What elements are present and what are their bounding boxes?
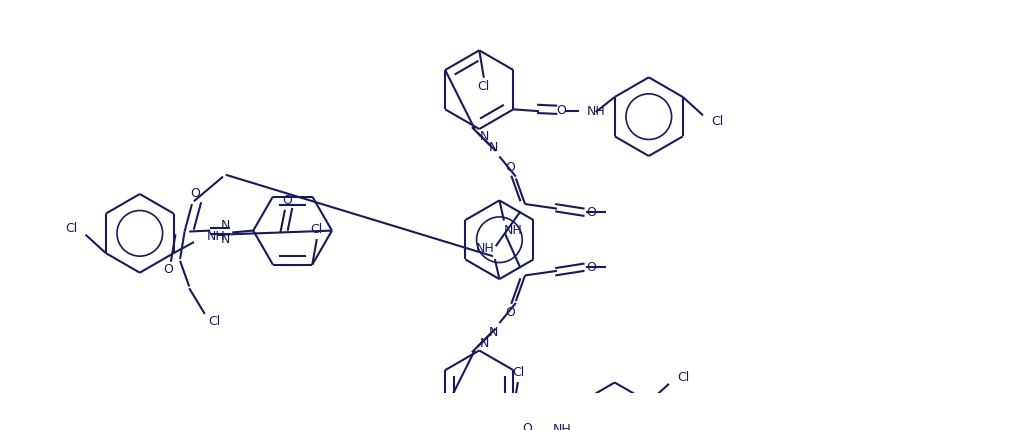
Text: N: N xyxy=(489,141,499,154)
Text: O: O xyxy=(505,161,516,174)
Text: N: N xyxy=(221,233,230,246)
Text: N: N xyxy=(489,326,499,339)
Text: NH: NH xyxy=(475,243,494,255)
Text: N: N xyxy=(221,218,230,232)
Text: NH: NH xyxy=(553,423,571,430)
Text: NH: NH xyxy=(207,230,225,243)
Text: NH: NH xyxy=(587,104,605,118)
Text: O: O xyxy=(522,422,532,430)
Text: Cl: Cl xyxy=(677,371,689,384)
Text: Cl: Cl xyxy=(477,80,490,93)
Text: Cl: Cl xyxy=(208,315,220,328)
Text: Cl: Cl xyxy=(711,115,723,128)
Text: O: O xyxy=(283,194,292,207)
Text: NH: NH xyxy=(504,224,523,237)
Text: O: O xyxy=(190,187,201,200)
Text: Cl: Cl xyxy=(65,222,77,235)
Text: O: O xyxy=(586,206,596,219)
Text: O: O xyxy=(164,264,173,276)
Text: Cl: Cl xyxy=(311,224,323,236)
Text: Cl: Cl xyxy=(511,366,524,379)
Text: N: N xyxy=(481,130,490,143)
Text: O: O xyxy=(586,261,596,273)
Text: O: O xyxy=(505,306,516,319)
Text: N: N xyxy=(481,337,490,350)
Text: O: O xyxy=(556,104,566,117)
